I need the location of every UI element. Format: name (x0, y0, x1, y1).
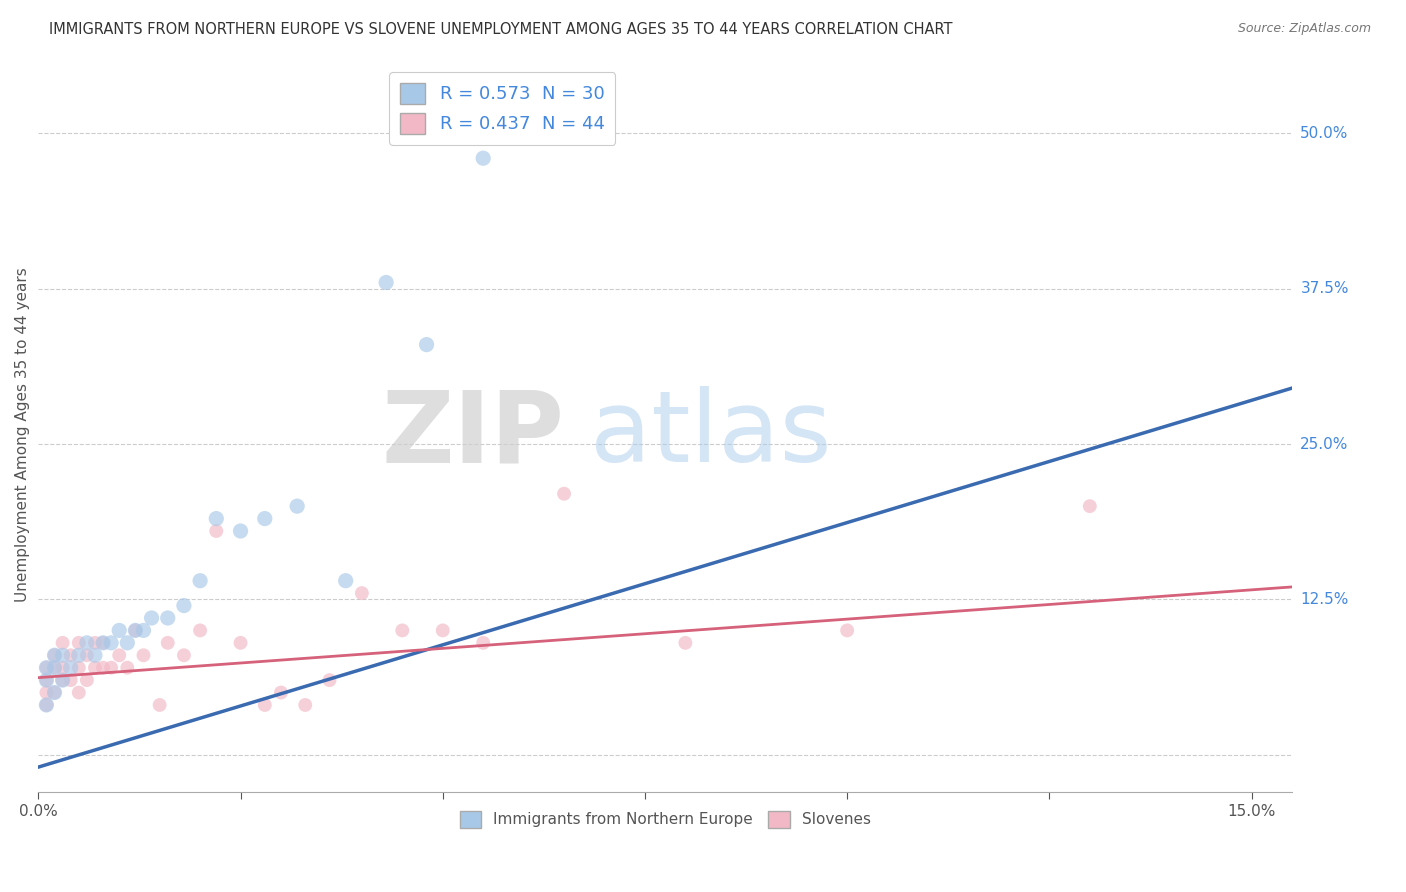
Point (472, 151, 495, 165)
Point (44, 648, 66, 663)
Point (59, 661, 82, 675)
Point (84, 636, 107, 650)
Point (117, 636, 139, 650)
Point (100, 636, 122, 650)
Point (67, 685, 90, 699)
Point (124, 624, 146, 638)
Point (375, 276, 398, 290)
Point (108, 648, 131, 663)
Point (35, 661, 58, 675)
Point (188, 624, 211, 638)
Point (229, 524, 252, 538)
Point (76, 648, 98, 663)
Point (91, 636, 114, 650)
Point (91, 661, 114, 675)
Point (229, 636, 252, 650)
Point (44, 685, 66, 699)
Point (432, 624, 454, 638)
Point (837, 624, 859, 638)
Point (156, 636, 179, 650)
Point (100, 661, 122, 675)
Point (1078, 499, 1101, 513)
Point (205, 511, 228, 525)
Point (141, 611, 163, 625)
Point (117, 661, 139, 675)
Point (391, 624, 413, 638)
Point (553, 487, 575, 501)
Point (52, 648, 75, 663)
Point (44, 661, 66, 675)
Point (35, 661, 58, 675)
Point (67, 661, 90, 675)
Point (108, 624, 131, 638)
Point (132, 624, 155, 638)
Point (270, 685, 292, 699)
Text: 25.0%: 25.0% (1301, 436, 1348, 451)
Point (52, 673, 75, 687)
Point (67, 648, 90, 663)
Point (44, 685, 66, 699)
Point (132, 648, 155, 663)
Point (156, 611, 179, 625)
Y-axis label: Unemployment Among Ages 35 to 44 years: Unemployment Among Ages 35 to 44 years (15, 268, 30, 602)
Text: ZIP: ZIP (382, 386, 565, 483)
Point (35, 685, 58, 699)
Point (52, 661, 75, 675)
Point (35, 673, 58, 687)
Point (205, 524, 228, 538)
Point (318, 673, 340, 687)
Point (673, 636, 696, 650)
Point (472, 636, 495, 650)
Text: 37.5%: 37.5% (1301, 281, 1348, 296)
Point (67, 636, 90, 650)
Point (52, 636, 75, 650)
Point (35, 698, 58, 712)
Point (35, 698, 58, 712)
Text: Source: ZipAtlas.com: Source: ZipAtlas.com (1237, 22, 1371, 36)
Point (285, 499, 308, 513)
Point (59, 648, 82, 663)
Point (91, 636, 114, 650)
Point (188, 574, 211, 588)
Point (84, 661, 107, 675)
Point (173, 648, 195, 663)
Point (415, 337, 437, 351)
Point (253, 511, 276, 525)
Point (350, 586, 373, 600)
Point (124, 624, 146, 638)
Point (84, 648, 107, 663)
Point (44, 648, 66, 663)
Point (335, 574, 357, 588)
Point (52, 673, 75, 687)
Point (173, 599, 195, 613)
Text: atlas: atlas (591, 386, 831, 483)
Point (76, 673, 98, 687)
Point (294, 698, 316, 712)
Text: IMMIGRANTS FROM NORTHERN EUROPE VS SLOVENE UNEMPLOYMENT AMONG AGES 35 TO 44 YEAR: IMMIGRANTS FROM NORTHERN EUROPE VS SLOVE… (49, 22, 953, 37)
Legend: Immigrants from Northern Europe, Slovenes: Immigrants from Northern Europe, Slovene… (453, 805, 877, 834)
Point (76, 636, 98, 650)
Point (253, 698, 276, 712)
Text: 12.5%: 12.5% (1301, 592, 1348, 607)
Text: 50.0%: 50.0% (1301, 126, 1348, 141)
Point (149, 698, 172, 712)
Point (59, 673, 82, 687)
Point (44, 661, 66, 675)
Point (35, 673, 58, 687)
